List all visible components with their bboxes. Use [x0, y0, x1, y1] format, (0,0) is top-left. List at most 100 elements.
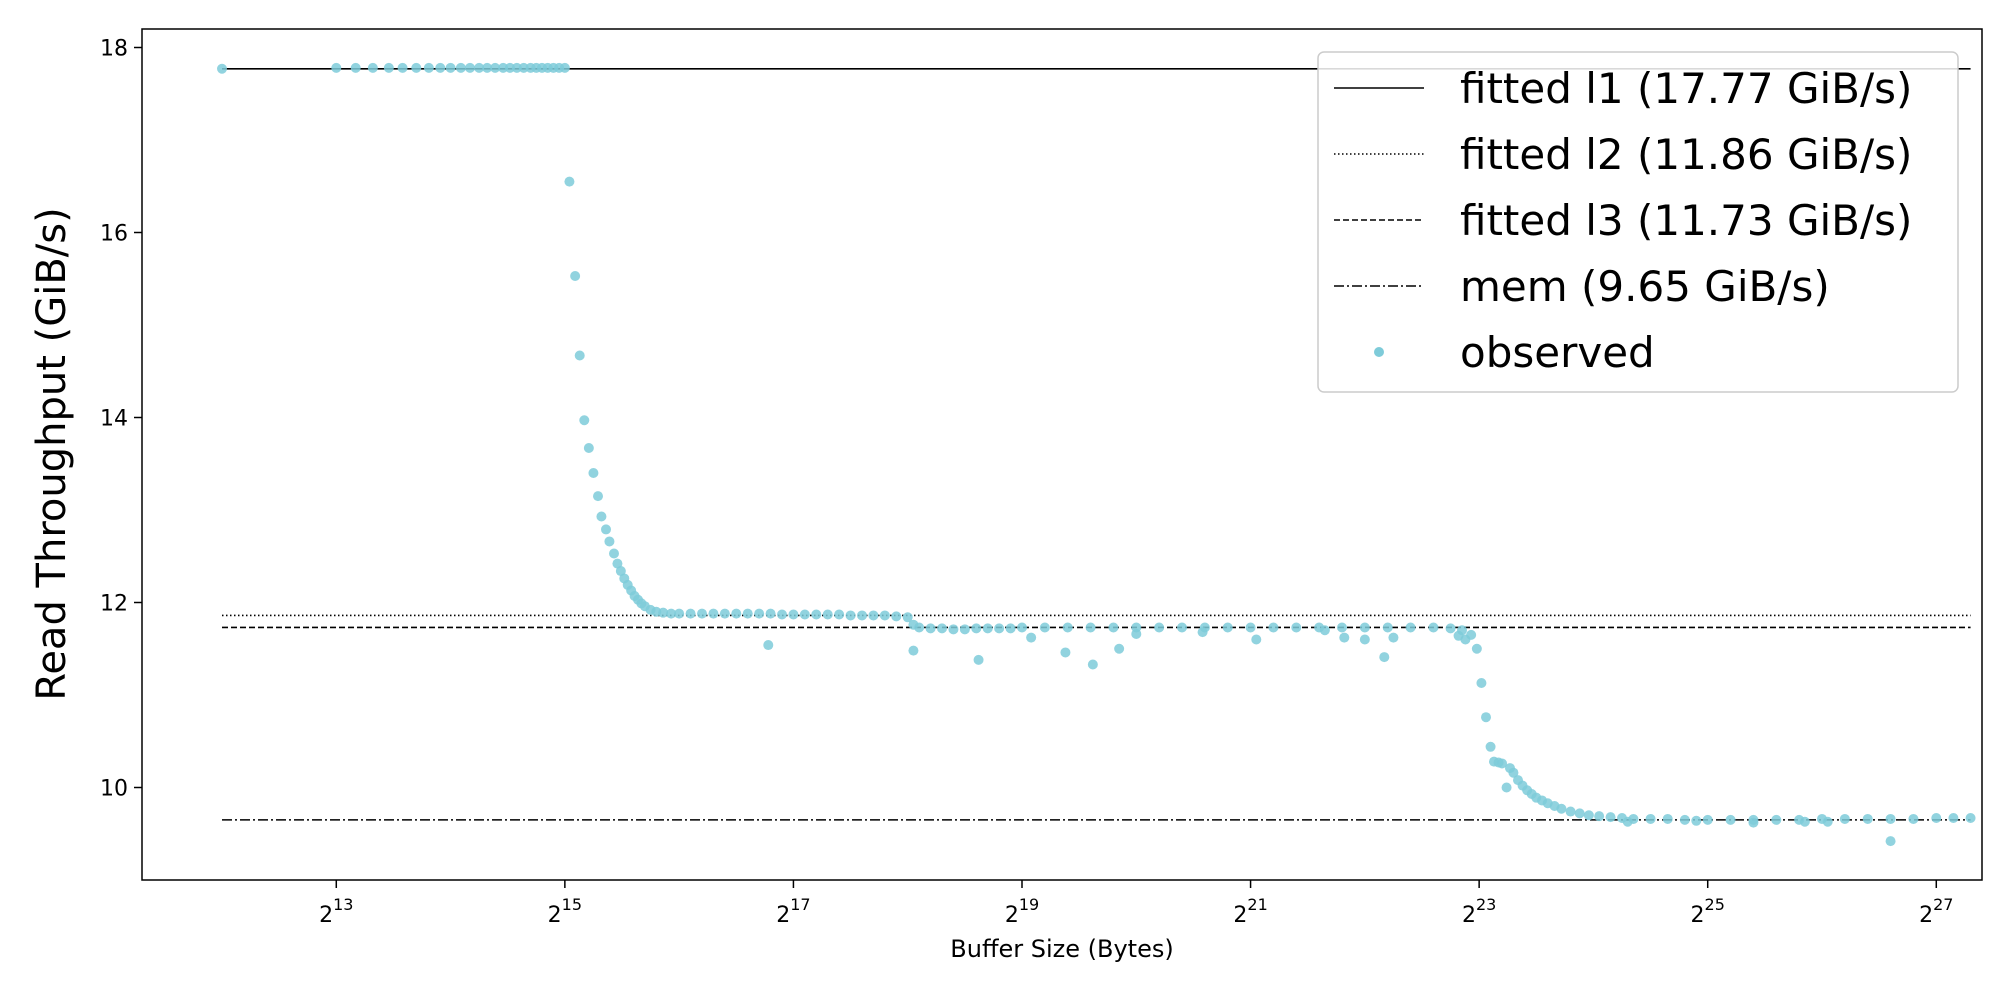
- observed-point: [1017, 622, 1027, 633]
- observed-point: [588, 468, 599, 478]
- legend-swatch-point: [1374, 347, 1384, 357]
- observed-point: [685, 608, 696, 619]
- observed-point: [1799, 816, 1810, 827]
- observed-point: [1662, 813, 1673, 824]
- x-tick-base: 2: [1462, 903, 1476, 928]
- legend-label: observed: [1460, 328, 1655, 377]
- plot-frame: [141, 28, 1983, 881]
- observed-point: [1060, 647, 1071, 658]
- x-tick-label: 227: [1919, 895, 1953, 928]
- observed-point: [601, 524, 611, 535]
- observed-point: [1291, 622, 1302, 633]
- observed-point: [1725, 814, 1736, 825]
- y-tick-label: 10: [100, 777, 128, 802]
- observed-point: [811, 609, 822, 620]
- x-tick-label: 221: [1233, 895, 1267, 928]
- legend: fitted l1 (17.77 GiB/s) fitted l2 (11.86 …: [1317, 51, 1959, 393]
- observed-point: [511, 62, 522, 73]
- observed-point: [731, 608, 742, 619]
- observed-point: [1485, 741, 1496, 752]
- observed-point: [658, 607, 669, 618]
- x-tick-exponent: 21: [1247, 895, 1267, 914]
- observed-point: [1508, 767, 1519, 778]
- observed-point: [445, 62, 456, 73]
- observed-point: [763, 640, 774, 651]
- observed-point: [1691, 815, 1702, 826]
- observed-point: [1131, 628, 1142, 639]
- observed-point: [754, 608, 765, 619]
- observed-point: [482, 62, 493, 73]
- observed-point: [367, 62, 378, 73]
- observed-point: [1005, 623, 1016, 634]
- x-tick-base: 2: [1233, 903, 1247, 928]
- observed-point: [350, 62, 361, 73]
- legend-frame: [1317, 51, 1959, 393]
- x-tick-exponent: 13: [333, 895, 353, 914]
- x-tick-base: 2: [776, 903, 790, 928]
- x-tick-base: 2: [1691, 903, 1705, 928]
- x-tick-base: 2: [548, 903, 562, 928]
- observed-point: [474, 62, 485, 73]
- observed-point: [596, 511, 607, 522]
- observed-point: [834, 609, 845, 620]
- observed-point: [822, 609, 833, 620]
- x-tick-label: 217: [776, 895, 810, 928]
- observed-point: [505, 62, 515, 73]
- observed-point: [1771, 814, 1782, 825]
- observed-point: [564, 176, 575, 187]
- y-tick-label: 12: [100, 592, 128, 617]
- observed-point: [994, 623, 1005, 634]
- observed-point: [465, 62, 475, 73]
- x-tick-exponent: 25: [1705, 895, 1725, 914]
- observed-point: [1359, 622, 1370, 633]
- observed-point: [1039, 622, 1050, 633]
- x-tick-label: 223: [1462, 895, 1496, 928]
- observed-point: [490, 62, 501, 73]
- observed-point: [1026, 632, 1037, 643]
- observed-point: [1114, 643, 1125, 654]
- observed-point: [1154, 622, 1165, 633]
- observed-point: [1466, 629, 1477, 640]
- observed-point: [1388, 632, 1399, 643]
- observed-point: [788, 609, 799, 620]
- observed-point: [891, 611, 902, 622]
- observed-point: [1445, 623, 1456, 634]
- observed-point: [971, 623, 982, 634]
- observed-point: [1908, 813, 1919, 824]
- x-tick-label: 219: [1005, 895, 1039, 928]
- observed-point: [982, 623, 993, 634]
- observed-point: [455, 62, 466, 73]
- observed-point: [1245, 622, 1256, 633]
- observed-point: [959, 624, 970, 635]
- y-tick-label: 14: [100, 407, 128, 432]
- observed-point: [708, 608, 719, 619]
- observed-point: [1885, 836, 1896, 847]
- x-tick-exponent: 27: [1933, 895, 1953, 914]
- observed-point: [570, 270, 581, 281]
- observed-point: [609, 548, 619, 559]
- x-tick-label: 213: [319, 895, 353, 928]
- observed-point: [1594, 811, 1605, 822]
- y-axis: 10 12 14 16 18: [100, 37, 142, 802]
- legend-label: fitted l3 (11.73 GiB/s): [1460, 196, 1912, 245]
- observed-point: [765, 608, 776, 619]
- observed-point: [1645, 813, 1656, 824]
- observed-point: [1565, 806, 1576, 817]
- x-tick-label: 215: [548, 895, 582, 928]
- observed-point: [498, 62, 509, 73]
- observed-point: [1481, 712, 1491, 723]
- observed-point: [925, 623, 936, 634]
- x-tick-base: 2: [1919, 903, 1933, 928]
- observed-point: [1337, 622, 1347, 633]
- observed-point: [908, 645, 919, 656]
- observed-point: [857, 610, 867, 621]
- observed-point: [423, 62, 434, 73]
- observed-point: [1679, 814, 1690, 825]
- observed-point: [1428, 622, 1439, 633]
- observed-point: [1574, 808, 1585, 819]
- observed-point: [1556, 803, 1567, 814]
- observed-point: [1497, 758, 1507, 769]
- x-tick-base: 2: [1005, 903, 1019, 928]
- observed-point: [799, 609, 810, 620]
- observed-point: [973, 654, 984, 665]
